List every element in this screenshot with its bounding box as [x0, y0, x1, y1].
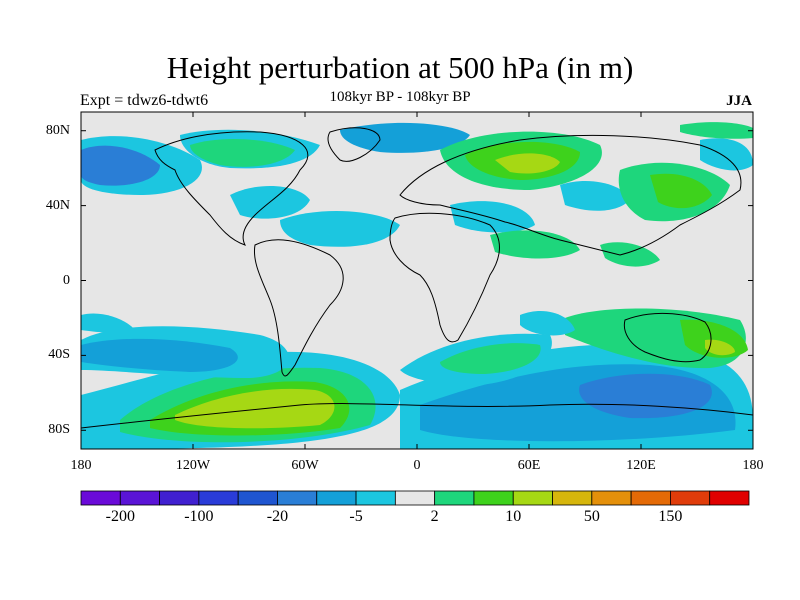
- lon-tick-label: 120W: [175, 458, 211, 473]
- colorbar-box: [709, 490, 750, 506]
- coastline-north-america: [154, 131, 309, 246]
- colorbar-box: [198, 490, 239, 506]
- colorbar-box: [630, 490, 671, 506]
- colorbar-box: [119, 490, 160, 506]
- lat-tick-label: 0: [63, 272, 70, 288]
- contour-region: [175, 388, 335, 429]
- colorbar-label: -200: [105, 508, 135, 525]
- map-title: Height perturbation at 500 hPa (in m): [166, 50, 634, 85]
- colorbar-label: 10: [505, 508, 522, 525]
- contour-region: [440, 343, 541, 374]
- lon-tick-label: 180: [70, 458, 92, 473]
- lat-tick-label: 80N: [45, 122, 70, 138]
- contour-region: [560, 180, 630, 211]
- coastline-africa: [389, 212, 500, 343]
- colorbar-label: 150: [658, 508, 683, 525]
- colorbar-box: [670, 490, 711, 506]
- contour-region: [680, 122, 753, 139]
- contour-region: [81, 145, 160, 186]
- lon-tick-label: 60W: [291, 458, 319, 473]
- lon-tick-label: 0: [413, 458, 421, 473]
- colorbar-box: [277, 490, 318, 506]
- colorbar-box: [473, 490, 514, 506]
- axis-ticks: [80, 112, 754, 449]
- lat-tick-label: 40S: [48, 347, 70, 363]
- colorbar-label: 2: [430, 508, 439, 525]
- colorbar-label: -100: [184, 508, 214, 525]
- contour-region: [190, 138, 295, 167]
- map-subtitle: 108kyr BP - 108kyr BP: [329, 89, 471, 105]
- lon-tick-label: 120E: [626, 458, 656, 473]
- colorbar-box: [552, 490, 593, 506]
- coastlines: [81, 127, 753, 429]
- colorbar-label: -5: [349, 508, 363, 525]
- colorbar-box: [80, 490, 121, 506]
- colorbar-box: [237, 490, 278, 506]
- contour-field: [81, 122, 753, 449]
- colorbar-box: [316, 490, 357, 506]
- contour-region: [600, 242, 660, 267]
- lon-tick-label: 60E: [517, 458, 541, 473]
- contour-region: [705, 339, 735, 356]
- colorbar-box: [591, 490, 632, 506]
- colorbar-label: -20: [266, 508, 289, 525]
- coastline-greenland: [327, 127, 381, 162]
- colorbar-box: [355, 490, 396, 506]
- lon-tick-label: 180: [742, 458, 764, 473]
- contour-region: [579, 373, 712, 419]
- colorbar-label: 50: [583, 508, 600, 525]
- contour-region: [495, 153, 560, 174]
- contour-region: [490, 230, 580, 259]
- colorbar-box: [512, 490, 553, 506]
- lat-tick-label: 40N: [45, 197, 70, 213]
- contour-region: [81, 338, 238, 372]
- colorbar-box: [434, 490, 475, 506]
- contour-region: [650, 173, 712, 209]
- coastline-australia: [623, 313, 712, 363]
- contour-region: [520, 310, 575, 336]
- colorbar-box: [394, 490, 436, 506]
- contour-region: [81, 313, 135, 333]
- season-label: JJA: [726, 93, 752, 109]
- lat-tick-label: 80S: [48, 422, 70, 438]
- contour-region: [700, 138, 753, 171]
- coastline-antarctica: [81, 403, 753, 429]
- colorbar-box: [159, 490, 200, 506]
- experiment-label: Expt = tdwz6-tdwt6: [80, 92, 209, 109]
- coastline-eurasia: [399, 134, 742, 256]
- contour-region: [280, 210, 400, 247]
- coastline-south-america: [253, 239, 344, 377]
